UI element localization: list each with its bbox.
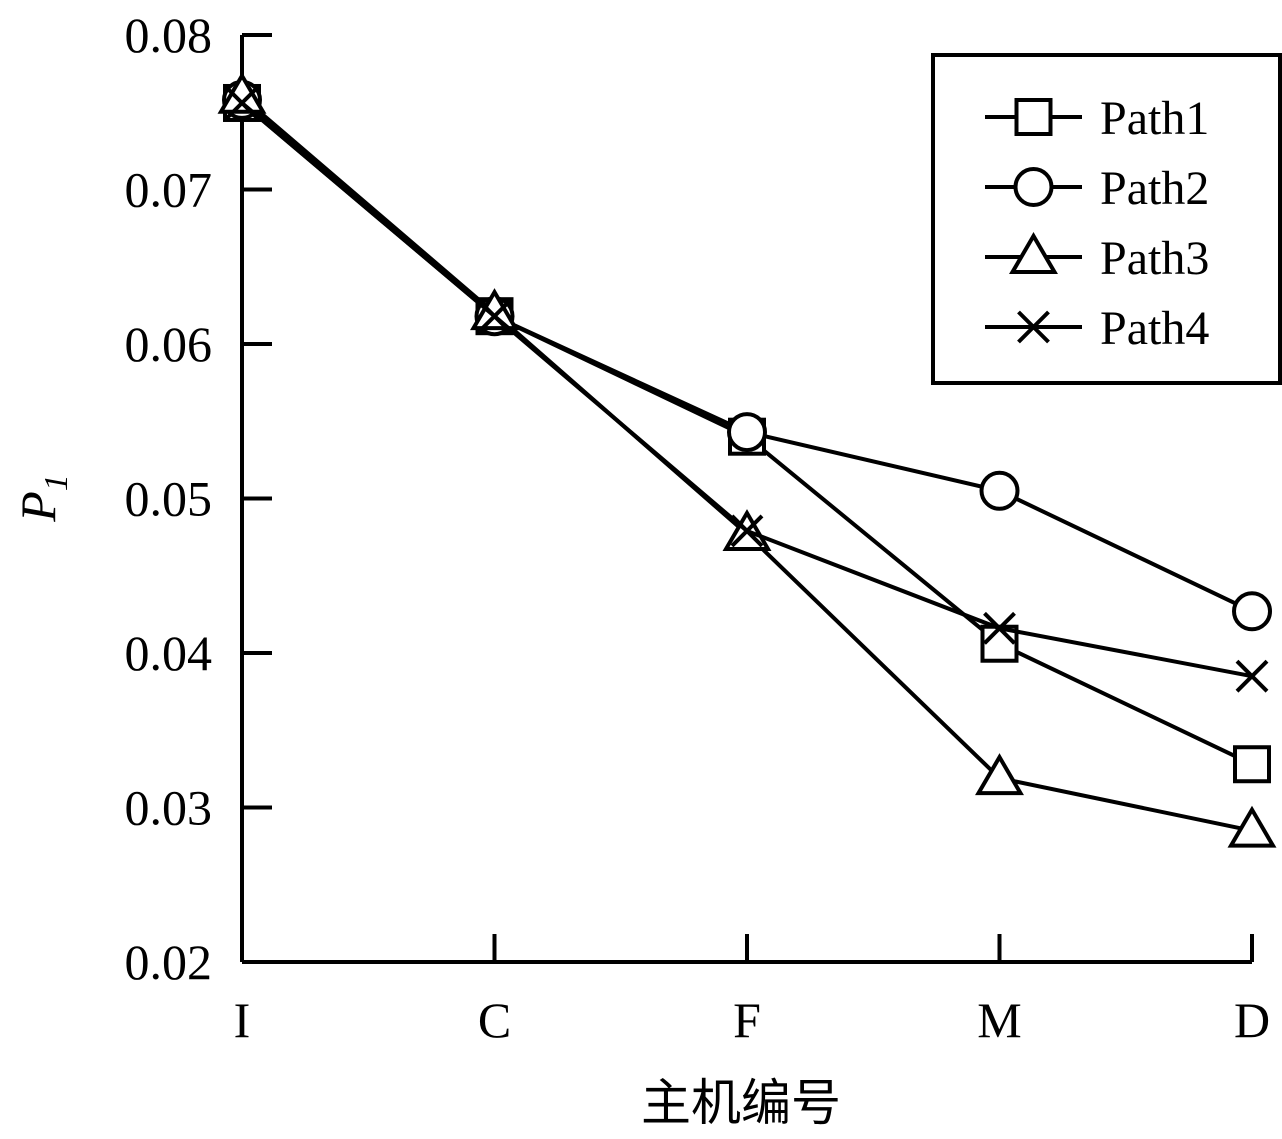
legend-label: Path1: [1100, 92, 1209, 145]
data-point-circle: [727, 412, 767, 453]
y-axis-title-main: P: [10, 491, 66, 523]
data-point-triangle: [975, 753, 1024, 796]
x-tick-label: F: [733, 992, 761, 1048]
data-point-triangle: [1227, 805, 1277, 848]
legend-label: Path3: [1100, 232, 1209, 285]
data-point-circle: [1232, 591, 1272, 632]
legend-marker-square: [1014, 98, 1053, 136]
legend-item: Path4: [985, 302, 1209, 355]
y-tick-label: 0.07: [125, 162, 213, 218]
y-ticks: 0.02 0.03 0.04 0.05 0.06 0.07 0.08: [125, 7, 272, 990]
data-point-cross: [1235, 659, 1269, 693]
y-tick-label: 0.05: [125, 471, 213, 527]
legend-item: Path3: [985, 232, 1209, 285]
y-axis-title-sub: 1: [38, 474, 75, 491]
data-point-cross: [478, 299, 511, 333]
legend-marker-circle: [1013, 167, 1054, 207]
data-point-circle: [979, 470, 1020, 511]
y-tick-label: 0.02: [125, 934, 213, 990]
y-tick-label: 0.03: [125, 780, 213, 836]
x-tick-label: I: [234, 992, 251, 1048]
y-tick-label: 0.04: [125, 625, 213, 681]
x-tick-label: D: [1234, 992, 1270, 1048]
x-tick-label: C: [478, 992, 511, 1048]
data-point-triangle: [470, 288, 519, 331]
series-path4: [225, 86, 1269, 693]
legend: Path1 Path2 Path3 Path4: [931, 53, 1282, 385]
x-axis-title: 主机编号: [641, 1074, 841, 1132]
legend-label: Path2: [1100, 162, 1209, 215]
data-point-cross: [225, 86, 259, 120]
data-point-cross: [730, 514, 764, 548]
data-point-square: [1233, 745, 1271, 784]
series-path3: [217, 71, 1277, 848]
legend-marker-cross: [1017, 310, 1050, 344]
legend-label: Path4: [1100, 302, 1209, 355]
y-tick-label: 0.06: [125, 316, 213, 372]
legend-marker-triangle: [1009, 232, 1058, 274]
axes: 0.02 0.03 0.04 0.05 0.06 0.07 0.08 I C F M D: [125, 7, 1271, 1048]
series-group: [217, 71, 1277, 848]
x-tick-label: M: [977, 992, 1021, 1048]
y-axis-title: P1: [10, 474, 75, 523]
y-tick-label: 0.08: [125, 7, 213, 63]
legend-item: Path2: [985, 162, 1209, 215]
legend-item: Path1: [985, 92, 1209, 145]
data-point-cross: [983, 611, 1016, 645]
